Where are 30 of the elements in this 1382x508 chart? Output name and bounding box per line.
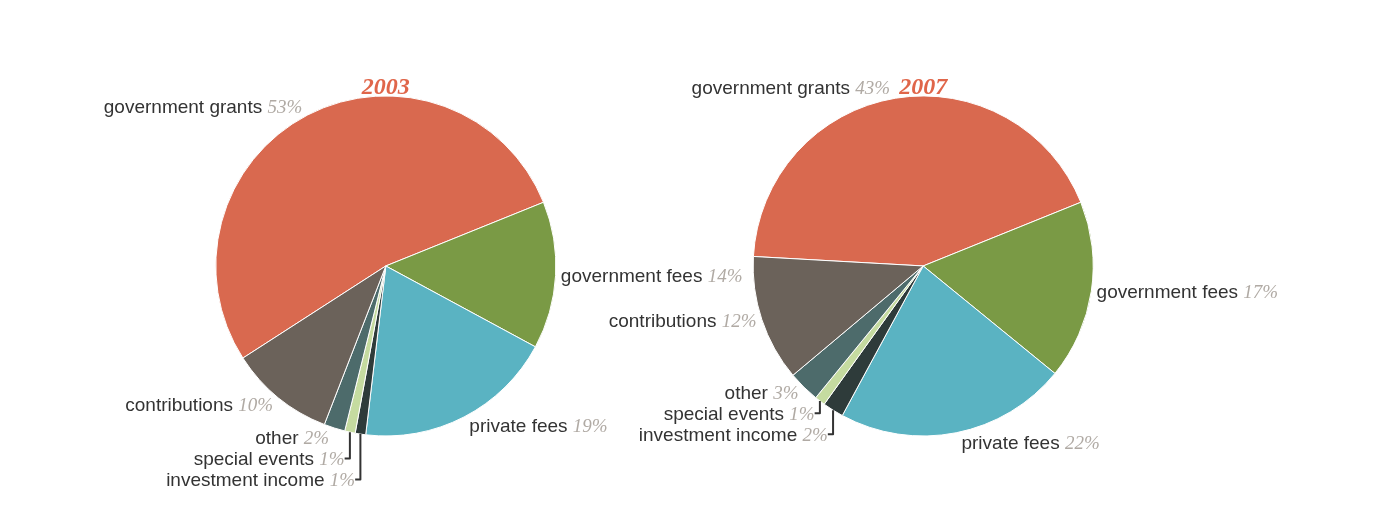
slice-label: investment income <box>166 469 325 491</box>
slice-label: government grants <box>103 96 263 118</box>
data-label: 1% <box>319 448 345 470</box>
slice-label: special events <box>193 448 315 470</box>
data-label: 17% <box>1243 281 1279 303</box>
slice-label: special events <box>663 402 785 424</box>
slice-label: investment income <box>638 423 798 445</box>
chart-title: 2007 <box>898 72 949 99</box>
slice-label: government fees <box>560 264 703 286</box>
chart-title: 2003 <box>360 72 410 99</box>
data-label: 22% <box>1064 432 1100 454</box>
slice-label: government grants <box>691 77 851 99</box>
data-label: 2% <box>802 423 828 445</box>
slice-label: government fees <box>1096 281 1239 303</box>
slice-label: contributions <box>125 393 233 415</box>
data-label: 14% <box>707 264 743 286</box>
data-label: 1% <box>789 402 815 424</box>
slice-label: private fees <box>961 432 1060 454</box>
data-label: 12% <box>721 310 757 332</box>
slice-label: contributions <box>608 310 717 332</box>
data-label: 19% <box>572 414 608 436</box>
data-label: 43% <box>855 77 891 99</box>
slice-label: other <box>724 381 768 403</box>
data-label: 10% <box>238 393 274 415</box>
data-label: 53% <box>267 96 303 118</box>
data-label: 2% <box>303 427 330 449</box>
data-label: 1% <box>329 469 356 491</box>
data-label: 3% <box>772 381 799 403</box>
slice-label: other <box>255 427 299 449</box>
slice-label: private fees <box>469 414 568 436</box>
